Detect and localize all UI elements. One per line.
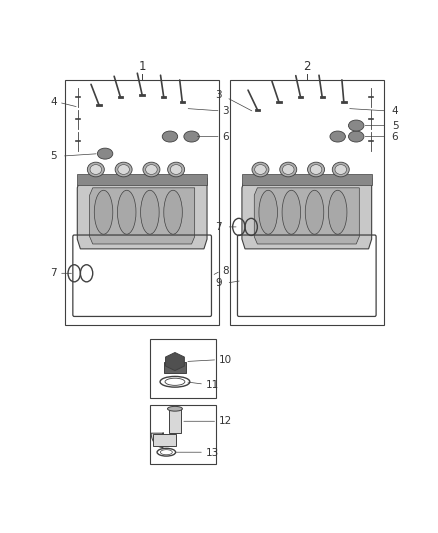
Text: 7: 7 <box>215 222 222 232</box>
Bar <box>77 174 207 185</box>
Bar <box>65 80 219 325</box>
Ellipse shape <box>307 162 325 177</box>
Ellipse shape <box>143 162 160 177</box>
Text: 13: 13 <box>206 448 219 458</box>
Ellipse shape <box>97 148 113 159</box>
Polygon shape <box>254 188 359 244</box>
Polygon shape <box>166 352 184 370</box>
Polygon shape <box>164 361 186 373</box>
Polygon shape <box>77 178 207 249</box>
Ellipse shape <box>117 190 136 234</box>
Ellipse shape <box>118 165 129 174</box>
Ellipse shape <box>280 162 297 177</box>
Text: 1: 1 <box>138 60 146 73</box>
Bar <box>242 174 372 185</box>
Text: 7: 7 <box>50 268 57 278</box>
Ellipse shape <box>330 131 346 142</box>
Ellipse shape <box>115 162 132 177</box>
Text: 9: 9 <box>215 278 222 288</box>
Ellipse shape <box>328 190 347 234</box>
Ellipse shape <box>141 190 159 234</box>
Ellipse shape <box>259 190 277 234</box>
Polygon shape <box>151 433 163 448</box>
Text: 8: 8 <box>223 266 229 276</box>
Text: 6: 6 <box>223 132 229 142</box>
Bar <box>169 409 181 433</box>
Polygon shape <box>90 188 194 244</box>
Ellipse shape <box>254 165 266 174</box>
Ellipse shape <box>162 131 178 142</box>
Text: 10: 10 <box>219 355 233 365</box>
Ellipse shape <box>145 165 157 174</box>
Ellipse shape <box>164 190 182 234</box>
Ellipse shape <box>94 190 113 234</box>
Ellipse shape <box>282 190 300 234</box>
Ellipse shape <box>252 162 269 177</box>
Ellipse shape <box>87 162 104 177</box>
Ellipse shape <box>184 131 199 142</box>
Text: 3: 3 <box>223 106 229 116</box>
Ellipse shape <box>168 162 185 177</box>
Text: 5: 5 <box>50 151 57 161</box>
Bar <box>150 339 216 399</box>
Text: 4: 4 <box>392 106 399 116</box>
Ellipse shape <box>335 165 346 174</box>
Text: 3: 3 <box>215 90 222 100</box>
Ellipse shape <box>305 190 324 234</box>
Ellipse shape <box>310 165 322 174</box>
Text: 5: 5 <box>392 120 399 131</box>
Ellipse shape <box>332 162 349 177</box>
Bar <box>153 434 176 446</box>
Ellipse shape <box>283 165 294 174</box>
Bar <box>150 405 216 464</box>
Bar <box>230 80 384 325</box>
Ellipse shape <box>349 131 364 142</box>
Ellipse shape <box>90 165 102 174</box>
Ellipse shape <box>167 406 182 411</box>
Ellipse shape <box>170 165 182 174</box>
Text: 4: 4 <box>50 98 57 107</box>
Text: 11: 11 <box>206 381 219 390</box>
Text: 6: 6 <box>392 132 399 142</box>
Text: 12: 12 <box>219 416 233 426</box>
Text: 2: 2 <box>303 60 311 73</box>
Ellipse shape <box>349 120 364 131</box>
Polygon shape <box>242 178 372 249</box>
